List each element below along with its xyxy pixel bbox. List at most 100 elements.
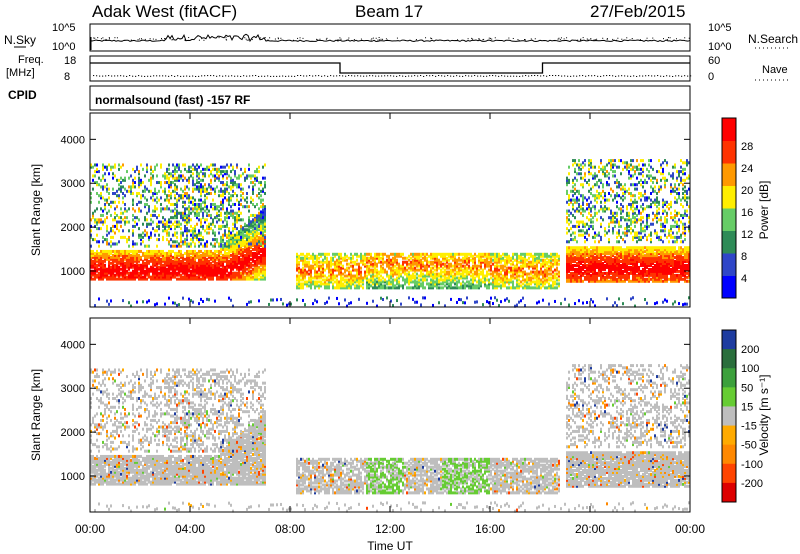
power-cell [128,265,130,269]
power-cell [444,252,446,256]
power-cell [156,277,158,281]
power-cell [152,170,154,174]
power-cell [578,269,580,273]
power-cell [264,205,266,209]
power-cell [378,254,380,258]
power-cell [468,264,470,268]
power-cell [116,259,118,263]
power-cell [184,200,186,204]
power-cell [170,263,172,267]
power-cell [92,255,94,259]
power-cell [496,278,498,282]
power-cell [328,284,330,288]
power-cell [230,209,232,213]
power-cell [154,233,156,237]
power-cell [122,299,124,303]
power-cell [104,178,106,182]
power-cell [504,280,506,284]
power-cell [182,263,184,267]
power-cell [176,216,178,220]
power-cell [138,277,140,281]
power-cell [174,224,176,228]
power-cell [112,165,114,169]
power-cell [350,272,352,276]
power-cell [252,189,254,193]
power-cell [262,249,264,253]
power-cell [536,252,538,256]
power-cell [230,244,232,248]
power-cell [542,284,544,288]
power-cell [152,209,154,213]
power-cell [140,233,142,237]
power-cell [228,242,230,246]
power-cell [100,196,102,200]
power-cell [258,165,260,169]
power-cell [428,272,430,276]
power-cell [434,268,436,272]
power-cell [120,249,122,253]
power-cell [234,172,236,176]
power-cell [156,269,158,273]
power-cell [244,198,246,202]
power-cell [92,271,94,275]
power-cell [436,274,438,278]
power-cell [358,262,360,266]
power-cell [572,198,574,202]
power-cell [258,269,260,273]
power-cell [152,213,154,217]
power-cell [338,282,340,286]
power-cell [240,261,242,265]
power-cell [176,265,178,269]
power-cell [216,211,218,215]
power-cell [336,268,338,272]
power-cell [100,275,102,279]
nave-dot [477,75,479,77]
power-cell [506,286,508,290]
power-cell [200,257,202,261]
power-cell [130,277,132,281]
power-cell [116,255,118,259]
power-cell [156,216,158,220]
power-cell [94,259,96,263]
power-cell [352,254,354,258]
power-cell [370,270,372,274]
power-cell [136,202,138,206]
power-cell [216,205,218,209]
power-cell [244,224,246,228]
power-cell [428,286,430,290]
power-cell [122,275,124,279]
nsearch-dot [251,39,253,41]
power-cell [458,297,460,301]
power-cell [572,265,574,269]
power-cell [444,274,446,278]
nsearch-dot [225,37,227,39]
power-cell [452,258,454,262]
power-cell [248,167,250,171]
power-cell [302,282,304,286]
power-cell [90,196,92,200]
power-cell [236,257,238,261]
power-cell [214,265,216,269]
power-cell [206,265,208,269]
power-cell [148,189,150,193]
power-cell [440,274,442,278]
power-cell [162,263,164,267]
power-cell [320,284,322,288]
nsearch-dot [675,38,677,40]
power-cell [478,274,480,278]
power-cell [140,183,142,187]
power-cell [512,254,514,258]
power-cell [470,278,472,282]
nsearch-dot [688,37,690,39]
power-cell [466,252,468,256]
power-cell [128,244,130,248]
power-cell [142,261,144,265]
power-cell [570,275,572,279]
power-cell [550,278,552,282]
power-cell [200,202,202,206]
power-cell [198,189,200,193]
power-cell [402,270,404,274]
power-cell [120,211,122,215]
power-cell [340,276,342,280]
power-cell [444,284,446,288]
